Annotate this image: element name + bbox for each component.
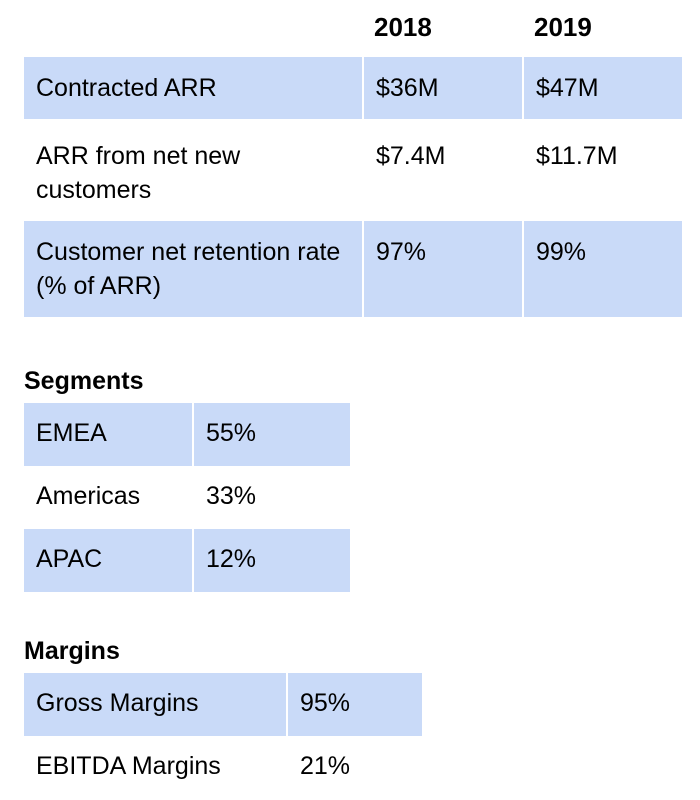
segment-label: Americas [36,482,141,510]
metric-value-2018: $7.4M [362,119,522,219]
metric-label: Contracted ARR [24,57,362,119]
segment-row-emea: EMEA 55% [24,403,350,466]
margins-table: Gross Margins 95% EBITDA Margins 21% [24,673,422,799]
metric-value-2019: $47M [522,57,682,119]
margin-label: Gross Margins [24,673,286,736]
metric-value-2018: 97% [362,219,522,317]
metrics-table: 2018 2019 Contracted ARR $36M $47M ARR f… [24,0,682,317]
metric-label: Customer net retention rate (% of ARR) [24,219,362,317]
metrics-header-blank [24,0,362,57]
metric-label: ARR from net new customers [24,119,362,219]
margin-value: 95% [286,673,422,736]
segment-row-americas: Americas 33% [24,466,350,529]
metric-row-net-retention: Customer net retention rate (% of ARR) 9… [24,219,682,317]
margins-title: Margins [24,637,120,665]
segment-value: 55% [192,403,350,466]
segment-value: 12% [192,529,350,592]
year-header-2018: 2018 [374,12,432,42]
segments-table: EMEA 55% Americas 33% APAC 12% [24,403,350,592]
margin-row-gross: Gross Margins 95% [24,673,422,736]
segment-label: APAC [24,529,192,592]
margin-row-ebitda: EBITDA Margins 21% [24,736,422,799]
metric-value-2018: $36M [362,57,522,119]
margin-value: 21% [286,736,422,799]
metric-row-contracted-arr: Contracted ARR $36M $47M [24,57,682,119]
margin-label: EBITDA Margins [36,752,221,780]
year-header-2019: 2019 [534,12,592,42]
segments-title: Segments [24,367,144,395]
segment-row-apac: APAC 12% [24,529,350,592]
segment-value: 33% [192,466,350,529]
metric-row-arr-net-new: ARR from net new customers $7.4M $11.7M [24,119,682,219]
metric-value-2019: $11.7M [522,119,682,219]
segment-label: EMEA [24,403,192,466]
metric-value-2019: 99% [522,219,682,317]
metrics-header-row: 2018 2019 [24,0,682,57]
